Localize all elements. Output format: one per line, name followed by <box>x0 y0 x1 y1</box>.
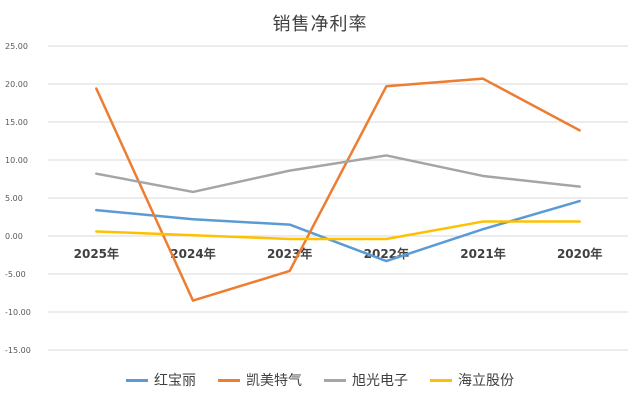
chart-title: 销售净利率 <box>272 14 368 35</box>
legend-swatch <box>218 378 240 382</box>
series-line <box>95 220 581 241</box>
y-tick-label: 15.00 <box>5 118 28 127</box>
y-tick-label: 20.00 <box>5 80 28 89</box>
series-line <box>95 154 581 194</box>
legend-item: 旭光电子 <box>324 370 408 390</box>
legend-swatch <box>126 378 148 382</box>
legend-label: 旭光电子 <box>352 373 408 389</box>
x-tick-label: 2023年 <box>267 246 312 261</box>
legend-item: 海立股份 <box>430 370 514 390</box>
legend-label: 海立股份 <box>458 373 514 389</box>
series-line <box>95 199 581 263</box>
series-line <box>95 77 581 302</box>
y-tick-label: 0.00 <box>5 232 23 241</box>
y-tick-label: 25.00 <box>5 42 28 51</box>
y-tick-label: 5.00 <box>5 194 23 203</box>
legend-item: 凯美特气 <box>218 370 302 390</box>
legend-swatch <box>430 378 452 382</box>
chart-legend: 红宝丽 凯美特气 旭光电子 海立股份 <box>0 370 640 390</box>
x-tick-label: 2024年 <box>170 246 215 261</box>
legend-label: 红宝丽 <box>154 373 196 389</box>
y-tick-label: 10.00 <box>5 156 28 165</box>
x-tick-label: 2025年 <box>74 246 119 261</box>
y-tick-label: -10.00 <box>5 308 31 317</box>
x-tick-label: 2022年 <box>364 246 409 261</box>
x-tick-label: 2021年 <box>460 246 505 261</box>
legend-item: 红宝丽 <box>126 370 196 390</box>
legend-label: 凯美特气 <box>246 373 302 389</box>
x-tick-label: 2020年 <box>557 246 602 261</box>
y-tick-label: -15.00 <box>5 346 31 355</box>
legend-swatch <box>324 378 346 382</box>
y-tick-label: -5.00 <box>5 270 26 279</box>
